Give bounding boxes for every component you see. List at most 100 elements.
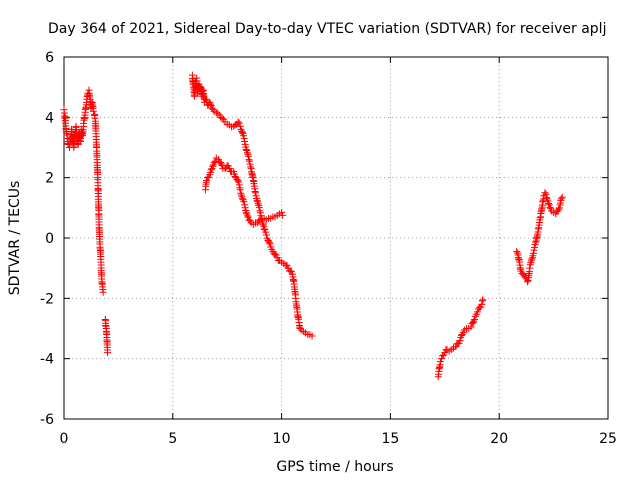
data-point [308, 332, 316, 340]
data-point [234, 118, 242, 126]
data-point [236, 186, 244, 194]
data-point [254, 200, 262, 208]
data-point [240, 198, 248, 206]
data-point [259, 221, 267, 229]
y-tick-label: 4 [45, 110, 54, 126]
data-point [217, 160, 225, 168]
data-point [238, 128, 246, 136]
data-point [296, 325, 304, 332]
x-tick-label: 20 [490, 431, 508, 447]
series-arc-early-3 [101, 315, 112, 357]
x-tick-label: 25 [599, 431, 617, 447]
data-point [278, 208, 286, 216]
data-point [247, 163, 255, 171]
y-tick-label: -4 [40, 352, 54, 368]
data-point [236, 122, 244, 130]
data-point [467, 323, 475, 331]
data-point [209, 162, 217, 170]
data-point [546, 203, 554, 211]
data-point [211, 157, 219, 165]
data-point [234, 177, 242, 185]
data-point [89, 107, 97, 115]
data-point [543, 194, 551, 202]
data-point [207, 101, 215, 109]
x-tick-label: 0 [60, 431, 69, 447]
data-point [265, 237, 273, 245]
y-tick-label: 2 [45, 171, 54, 187]
series-arc-evening [434, 296, 487, 381]
data-point [245, 156, 253, 164]
data-point [242, 145, 250, 153]
series-arc-early-1 [60, 106, 88, 151]
data-point [265, 238, 273, 246]
data-point [201, 95, 209, 103]
x-tick-labels: 0 5 10 15 20 25 [60, 431, 617, 447]
data-point [554, 207, 562, 215]
data-point [555, 205, 563, 213]
data-point [473, 308, 481, 316]
y-tick-label: -6 [40, 412, 54, 428]
y-tick-label: -2 [40, 291, 54, 307]
series-arc-early-2 [80, 86, 107, 296]
y-tick-labels: -6 -4 -2 0 2 4 6 [40, 50, 54, 428]
data-point [478, 300, 486, 308]
series-arc-morning-upper [188, 71, 316, 340]
data-point [526, 264, 534, 272]
data-point [255, 203, 263, 211]
data-point [244, 152, 252, 160]
data-point [104, 349, 112, 357]
data-point [99, 288, 107, 296]
data-point [246, 160, 254, 168]
data-point [240, 134, 248, 142]
data-point [542, 190, 550, 198]
x-tick-label: 15 [381, 431, 399, 447]
x-tick-label: 10 [273, 431, 291, 447]
data-point [262, 231, 270, 239]
data-point [255, 217, 263, 225]
y-tick-label: 6 [45, 50, 54, 66]
data-point [231, 173, 239, 181]
data-point [545, 200, 553, 208]
data-point [207, 100, 215, 108]
grid-lines [64, 57, 608, 419]
data-point [246, 157, 254, 165]
data-point [241, 137, 249, 145]
data-point [235, 178, 243, 186]
data-point [241, 201, 249, 209]
data-point [557, 195, 565, 203]
data-point [532, 238, 540, 246]
data-point [207, 166, 215, 174]
data-point [235, 181, 243, 189]
series-arc-morning-lower [201, 154, 287, 228]
data-point [456, 337, 464, 345]
data-point [237, 191, 245, 199]
data-point [236, 184, 244, 192]
data-point [214, 109, 222, 117]
data-point [523, 278, 531, 286]
data-point [478, 297, 486, 305]
data-point [256, 209, 264, 217]
chart-title: Day 364 of 2021, Sidereal Day-to-day VTE… [48, 21, 606, 37]
axis-ticks [63, 56, 609, 420]
data-point [527, 259, 535, 267]
data-point [262, 228, 270, 236]
data-point [251, 189, 259, 197]
y-axis-label: SDTVAR / TECUs [7, 181, 23, 296]
data-points [60, 71, 566, 381]
data-point [558, 193, 566, 201]
x-axis-label: GPS time / hours [276, 459, 393, 475]
data-point [231, 121, 239, 129]
data-point [243, 149, 251, 157]
data-point [244, 212, 252, 220]
data-point [242, 209, 250, 217]
data-point [260, 225, 268, 233]
data-point [527, 257, 535, 265]
data-point [479, 296, 487, 304]
data-point [266, 240, 274, 248]
data-point [524, 277, 532, 285]
data-point [244, 150, 252, 158]
data-point [256, 207, 264, 215]
data-point [528, 255, 536, 263]
series-arc-late [513, 189, 566, 286]
